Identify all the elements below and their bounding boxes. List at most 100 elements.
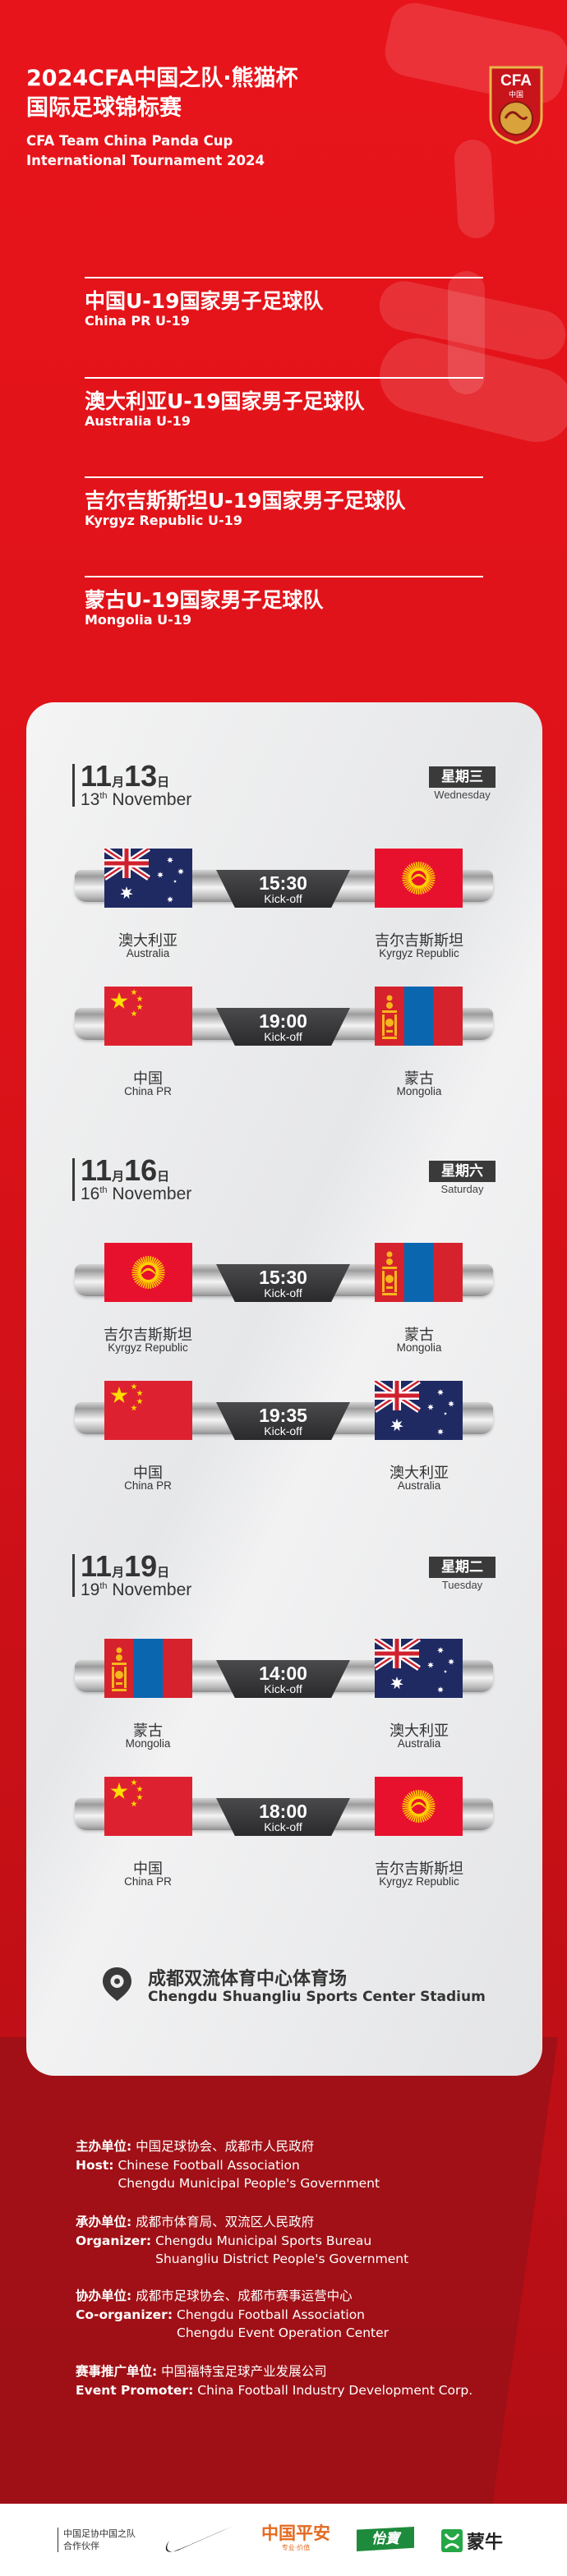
- weekday-en: Tuesday: [441, 1579, 483, 1591]
- home-team-name-en: China PR: [124, 1085, 172, 1097]
- kickoff-time-box: 14:00 Kick-off: [216, 1660, 350, 1698]
- date-day: 13: [124, 759, 158, 793]
- date-divider: [72, 1554, 75, 1597]
- match-row: 14:00 Kick-off 蒙古 Mongolia 澳大利亚 Australia: [0, 1639, 567, 1770]
- date-en: 13th November: [81, 790, 191, 810]
- credit-en-label: Host:: [76, 2157, 114, 2173]
- u19-brush-decoration: [448, 271, 485, 394]
- venue-name-en: Chengdu Shuangliu Sports Center Stadium: [148, 1989, 486, 2005]
- home-team-name-en: China PR: [124, 1875, 172, 1888]
- team-name-cn: 蒙古U-19国家男子足球队: [85, 588, 324, 612]
- flag-chn-icon: [104, 1777, 192, 1836]
- team-name-en: Australia U-19: [85, 413, 191, 429]
- match-day: 11月19日 19th November 星期二 Tuesday 14:00 Kick-o…: [0, 1549, 567, 1939]
- credit-cn-line: 承办单位: 成都市体育局、双流区人民政府: [76, 2213, 408, 2232]
- date-day: 16: [124, 1153, 158, 1187]
- mengniu-logo-text: 蒙牛: [467, 2532, 504, 2553]
- credit-cn-label: 赛事推广单位:: [76, 2364, 158, 2379]
- credit-cn-label: 主办单位:: [76, 2139, 132, 2154]
- home-team-name-cn: 吉尔吉斯斯坦: [104, 1327, 192, 1344]
- home-team-name-cn: 中国: [133, 1465, 163, 1482]
- page-title: 2024CFA中国之队·熊猫杯 国际足球锦标赛: [26, 64, 297, 123]
- date-en-suffix: th: [99, 1185, 108, 1195]
- date-cn: 11月16日: [81, 1153, 169, 1188]
- venue-name-cn: 成都双流体育中心体育场: [148, 1969, 348, 1990]
- credit-en-value: China Football Industry Development Corp…: [197, 2382, 473, 2398]
- title-cn-line2: 国际足球锦标赛: [26, 95, 182, 121]
- away-team-name-en: Kyrgyz Republic: [379, 1875, 459, 1888]
- flag-kgz-icon: [104, 1243, 192, 1302]
- credit-cn-value: 中国福特宝足球产业发展公司: [161, 2364, 327, 2379]
- date-en-day: 16: [81, 1184, 100, 1203]
- home-team-name-cn: 中国: [133, 1861, 163, 1878]
- credit-en-value: Chengdu Municipal People's Government: [118, 2176, 380, 2191]
- kickoff-time-box: 15:30 Kick-off: [216, 1264, 350, 1302]
- match-row: 19:35 Kick-off 中国 China PR 澳大利亚 Australia: [0, 1381, 567, 1512]
- flag-aus-icon: [104, 849, 192, 908]
- yibao-logo-text: 怡寶: [371, 2531, 399, 2547]
- nike-logo: [164, 2524, 233, 2560]
- background-diagonal: [0, 2037, 559, 2504]
- credit-cn-label: 承办单位:: [76, 2215, 132, 2229]
- credit-en-value: Chengdu Municipal Sports Bureau: [155, 2233, 372, 2248]
- credit-en-values: Chengdu Football Association Chengdu Even…: [177, 2306, 389, 2343]
- away-team-name-en: Australia: [397, 1737, 441, 1750]
- team-name-cn: 吉尔吉斯斯坦U-19国家男子足球队: [85, 489, 406, 513]
- home-team-name-en: Australia: [126, 947, 170, 959]
- flag-aus-icon: [375, 1639, 463, 1698]
- date-cn: 11月19日: [81, 1549, 169, 1584]
- kickoff-time: 15:30: [259, 1267, 307, 1288]
- title-en-line2: International Tournament 2024: [26, 153, 265, 168]
- credit-en-label: Organizer:: [76, 2233, 152, 2248]
- credit-cn-line: 主办单位: 中国足球协会、成都市人民政府: [76, 2137, 380, 2156]
- date-month-unit: 月: [112, 775, 125, 789]
- date-en-day: 13: [81, 790, 100, 809]
- home-team-name-cn: 中国: [133, 1070, 163, 1088]
- ping-an-logo: 中国平安 专业·价值: [259, 2523, 333, 2552]
- away-team-name-en: Mongolia: [396, 1341, 442, 1354]
- ping-an-logo-text: 中国平安: [261, 2523, 330, 2543]
- kickoff-label: Kick-off: [264, 1820, 302, 1833]
- date-en-month: November: [112, 1580, 192, 1599]
- kickoff-time: 14:00: [259, 1663, 307, 1684]
- date-en-day: 19: [81, 1580, 100, 1599]
- credit-block: 协办单位: 成都市足球协会、成都市赛事运营中心 Co-organizer: Chen…: [76, 2287, 389, 2343]
- credit-en-values: Chinese Football Association Chengdu Muni…: [118, 2156, 380, 2193]
- date-en: 16th November: [81, 1184, 191, 1204]
- credit-en-value: Chinese Football Association: [118, 2157, 300, 2173]
- title-cn-line1: 2024CFA中国之队·熊猫杯: [26, 66, 298, 91]
- kickoff-label: Kick-off: [264, 1030, 302, 1043]
- weekday-badge: 星期六: [429, 1161, 496, 1182]
- weekday-en: Saturday: [440, 1183, 484, 1195]
- date-divider: [72, 764, 75, 807]
- svg-text:CFA: CFA: [500, 72, 532, 90]
- credit-cn-value: 成都市足球协会、成都市赛事运营中心: [136, 2288, 353, 2303]
- weekday-badge: 星期三: [429, 766, 496, 788]
- team-divider: [85, 576, 483, 577]
- flag-chn-icon: [104, 987, 192, 1046]
- home-team-name-en: China PR: [124, 1479, 172, 1492]
- credit-block: 承办单位: 成都市体育局、双流区人民政府 Organizer: Chengdu Mu…: [76, 2213, 408, 2269]
- partner-label: 中国足协中国之队 合作伙伴: [58, 2528, 136, 2552]
- title-en-line1: CFA Team China Panda Cup: [26, 133, 233, 149]
- match-row: 19:00 Kick-off 中国 China PR 蒙古 Mongolia: [0, 987, 567, 1118]
- away-team-name-cn: 澳大利亚: [390, 1465, 449, 1482]
- credit-cn-label: 协办单位:: [76, 2288, 132, 2303]
- date-month-unit: 月: [112, 1566, 125, 1580]
- flag-kgz-icon: [375, 849, 463, 908]
- svg-text:中国: 中国: [509, 90, 523, 99]
- flag-mgl-icon: [104, 1639, 192, 1698]
- flag-mgl-icon: [375, 1243, 463, 1302]
- kickoff-time: 19:00: [259, 1010, 307, 1032]
- partner-label-line2: 合作伙伴: [63, 2541, 99, 2551]
- date-en: 19th November: [81, 1580, 191, 1600]
- credit-en-values: China Football Industry Development Corp…: [197, 2381, 472, 2400]
- kickoff-label: Kick-off: [264, 1682, 302, 1695]
- date-month: 11: [81, 1549, 113, 1583]
- match-row: 15:30 Kick-off 吉尔吉斯斯坦 Kyrgyz Republic 蒙古 Mong…: [0, 1243, 567, 1374]
- away-team-name-cn: 吉尔吉斯斯坦: [375, 932, 463, 950]
- home-team-name-en: Mongolia: [125, 1737, 171, 1750]
- credit-en-value: Chengdu Football Association: [177, 2307, 366, 2322]
- weekday-badge: 星期二: [429, 1557, 496, 1578]
- flag-mgl-icon: [375, 987, 463, 1046]
